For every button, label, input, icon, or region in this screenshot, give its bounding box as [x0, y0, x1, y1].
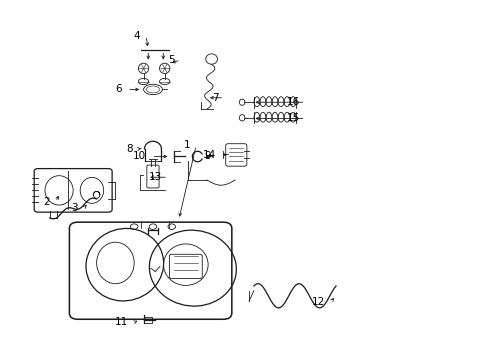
Ellipse shape [138, 78, 148, 85]
Text: 2: 2 [43, 197, 50, 207]
Text: 16: 16 [286, 97, 299, 107]
Text: 10: 10 [133, 152, 145, 162]
Text: 6: 6 [115, 85, 121, 94]
Text: 14: 14 [203, 150, 216, 160]
Text: 9: 9 [203, 152, 210, 162]
Text: 4: 4 [133, 31, 140, 41]
Ellipse shape [159, 63, 169, 73]
Ellipse shape [159, 78, 169, 85]
Text: 15: 15 [286, 113, 299, 123]
Text: 7: 7 [212, 93, 218, 103]
Text: 13: 13 [149, 172, 162, 182]
Bar [144, 317, 152, 323]
Text: 8: 8 [126, 144, 133, 154]
Text: 12: 12 [311, 297, 325, 307]
Text: 11: 11 [115, 318, 128, 327]
Text: 5: 5 [168, 55, 175, 65]
Text: 1: 1 [183, 140, 190, 150]
Ellipse shape [138, 63, 148, 73]
Text: 3: 3 [71, 203, 78, 213]
